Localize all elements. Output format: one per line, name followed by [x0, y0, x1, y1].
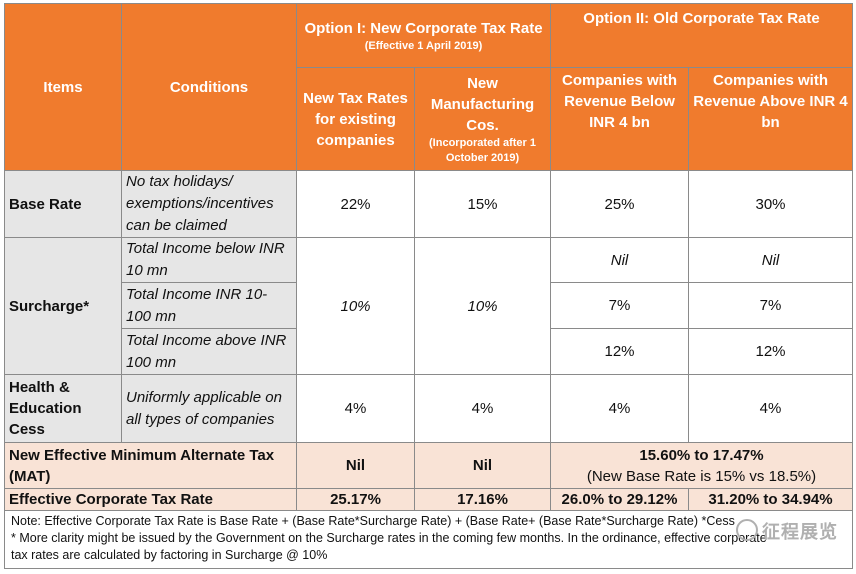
- surcharge-cond3: Total Income above INR 100 mn: [121, 328, 297, 375]
- surcharge-r3-v3: 12%: [550, 328, 689, 375]
- surcharge-r2-v3: 7%: [550, 282, 689, 329]
- note-line2: * More clarity might be issued by the Go…: [11, 531, 767, 545]
- surcharge-v2: 10%: [414, 237, 551, 375]
- mat-v1-value: Nil: [345, 457, 366, 474]
- surcharge-r1-v3: Nil: [550, 237, 689, 283]
- mat-v34: 15.60% to 17.47% (New Base Rate is 15% v…: [550, 442, 853, 489]
- notes: Note: Effective Corporate Tax Rate is Ba…: [4, 510, 853, 569]
- effective-label: Effective Corporate Tax Rate: [4, 488, 297, 511]
- col2-note: (Incorporated after 1 October 2019): [429, 136, 536, 164]
- surcharge-cond2: Total Income INR 10-100 mn: [121, 282, 297, 329]
- base-rate-v4: 30%: [688, 170, 853, 238]
- surcharge-cond1: Total Income below INR 10 mn: [121, 237, 297, 283]
- effective-v4: 31.20% to 34.94%: [688, 488, 853, 511]
- col2-title: New Manufacturing Cos.: [430, 74, 535, 134]
- mat-v34-main: 15.60% to 17.47%: [639, 446, 764, 464]
- mat-label: New Effective Minimum Alternate Tax (MAT…: [4, 442, 297, 489]
- mat-v1: Nil: [296, 442, 415, 489]
- base-rate-v2: 15%: [414, 170, 551, 238]
- base-rate-label: Base Rate: [4, 170, 122, 238]
- base-rate-v3: 25%: [550, 170, 689, 238]
- header-conditions: Conditions: [121, 3, 297, 171]
- watermark: 征程展览: [736, 518, 838, 544]
- option1-title: Option I: New Corporate Tax Rate: [304, 19, 543, 37]
- effective-v1: 25.17%: [296, 488, 415, 511]
- cess-v1: 4%: [296, 374, 415, 443]
- mat-v2: Nil: [414, 442, 551, 489]
- header-items: Items: [4, 3, 122, 171]
- cess-condition: Uniformly applicable on all types of com…: [121, 374, 297, 443]
- option1-effective: (Effective 1 April 2019): [364, 39, 483, 52]
- header-col3: Companies with Revenue Below INR 4 bn: [550, 67, 689, 171]
- note-line1: Note: Effective Corporate Tax Rate is Ba…: [11, 514, 735, 528]
- effective-v2: 17.16%: [414, 488, 551, 511]
- mat-v2-value: Nil: [472, 457, 493, 474]
- watermark-text: 征程展览: [762, 522, 838, 542]
- surcharge-r2-v4: 7%: [688, 282, 853, 329]
- surcharge-r1-v4: Nil: [688, 237, 853, 283]
- surcharge-label: Surcharge*: [4, 237, 122, 375]
- effective-v3: 26.0% to 29.12%: [550, 488, 689, 511]
- wechat-icon: [736, 519, 758, 541]
- header-col2: New Manufacturing Cos. (Incorporated aft…: [414, 67, 551, 171]
- note-line3: tax rates are calculated by factoring in…: [11, 548, 328, 562]
- cess-v2: 4%: [414, 374, 551, 443]
- cess-v4: 4%: [688, 374, 853, 443]
- mat-v34-sub: (New Base Rate is 15% vs 18.5%): [586, 467, 817, 485]
- base-rate-condition: No tax holidays/ exemptions/incentives c…: [121, 170, 297, 238]
- header-col1: New Tax Rates for existing companies: [296, 67, 415, 171]
- header-option1: Option I: New Corporate Tax Rate (Effect…: [296, 3, 551, 68]
- base-rate-v1: 22%: [296, 170, 415, 238]
- header-col4: Companies with Revenue Above INR 4 bn: [688, 67, 853, 171]
- surcharge-r3-v4: 12%: [688, 328, 853, 375]
- corporate-tax-table: Items Conditions Option I: New Corporate…: [4, 3, 853, 569]
- cess-v3: 4%: [550, 374, 689, 443]
- cess-label: Health & Education Cess: [4, 374, 122, 443]
- surcharge-v1: 10%: [296, 237, 415, 375]
- header-option2: Option II: Old Corporate Tax Rate: [550, 3, 853, 68]
